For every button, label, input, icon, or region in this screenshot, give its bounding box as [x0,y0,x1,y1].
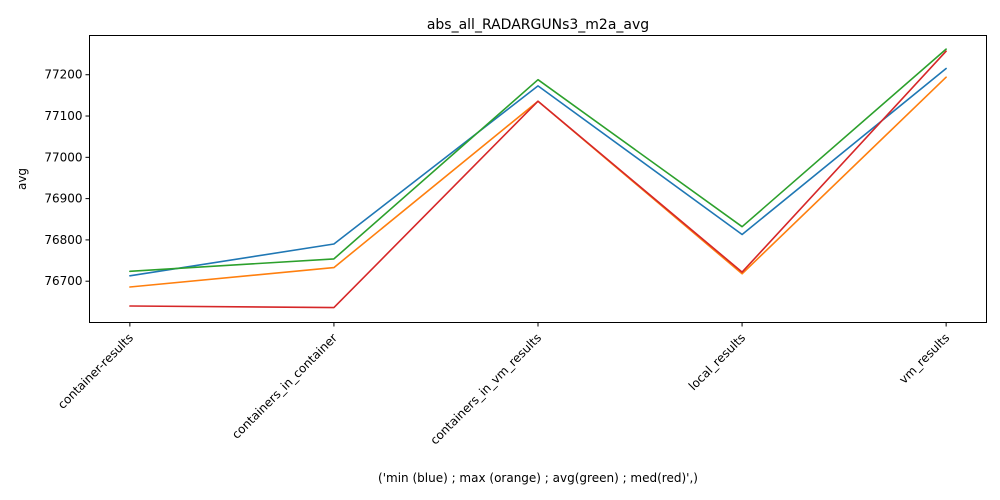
y-tick-label: 77200 [44,68,82,82]
chart-title: abs_all_RADARGUNs3_m2a_avg [427,17,649,33]
x-tick-label: containers_in_vm_results [427,331,544,448]
plot-frame [89,35,987,323]
x-tick-label: vm_results [896,331,952,387]
y-axis: 76700 76800 76900 77000 77100 77200 [44,68,90,288]
series-layer [129,48,947,309]
x-tick-label: container-results [55,331,136,412]
y-tick-label: 76900 [44,192,82,206]
series-line-4 [129,50,947,309]
series-line-2 [129,76,947,288]
series-line-3 [129,48,947,273]
y-tick-label: 77100 [44,109,82,123]
x-axis-label: ('min (blue) ; max (orange) ; avg(green)… [378,471,698,485]
series-line-1 [129,67,947,277]
y-tick-label: 77000 [44,150,82,164]
x-tick-label: local_results [686,331,748,393]
x-tick-label: containers_in_container [229,331,340,442]
y-tick-label: 76800 [44,233,82,247]
x-axis: container-results containers_in_container… [55,322,952,448]
y-tick-label: 76700 [44,274,82,288]
y-axis-label: avg [15,168,29,190]
